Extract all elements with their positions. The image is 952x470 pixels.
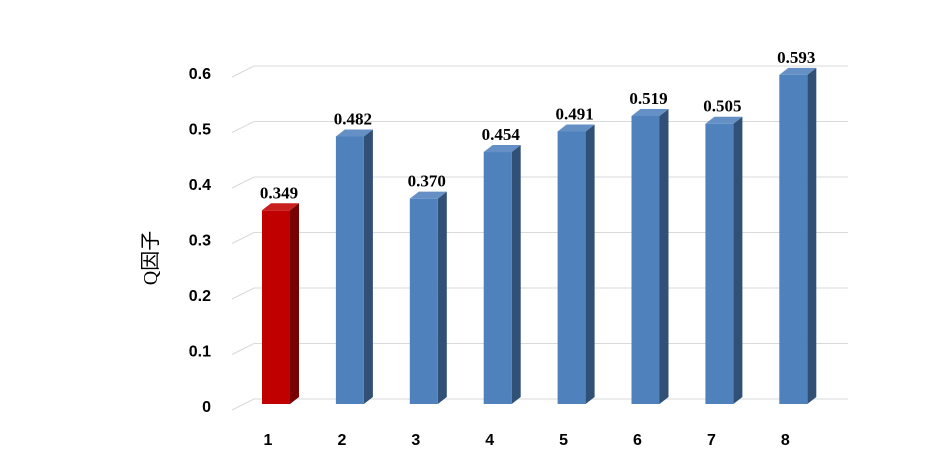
data-label: 0.454 — [482, 125, 521, 144]
bar-front-face — [409, 198, 438, 404]
data-label: 0.370 — [408, 172, 446, 191]
bar-front-face — [262, 210, 290, 404]
x-axis-ticks: 1 2 3 4 5 6 7 8 — [264, 432, 790, 449]
bars — [262, 67, 817, 405]
bar-side-face — [363, 129, 373, 405]
bar-side-face — [807, 67, 817, 404]
gridline — [231, 176, 848, 189]
data-labels: 0.349 0.482 0.370 0.454 0.491 0.519 0.505 0.593 — [260, 48, 816, 202]
x-tick-label: 8 — [781, 432, 790, 449]
y-tick-label: 0.6 — [189, 66, 211, 83]
bar — [262, 203, 299, 404]
bar-front-face — [483, 152, 512, 404]
x-tick-label: 7 — [707, 432, 716, 449]
bar-front-face — [631, 115, 660, 404]
bar-side-face — [585, 124, 595, 405]
bar-top-face — [631, 108, 669, 116]
y-axis-title: Q因子 — [140, 231, 162, 285]
x-tick-label: 1 — [264, 432, 273, 449]
bar — [335, 129, 373, 405]
gridline — [231, 343, 848, 355]
bar — [631, 108, 669, 404]
data-label: 0.519 — [629, 89, 667, 108]
gridline — [231, 398, 848, 411]
gridline — [231, 121, 848, 133]
bar-side-face — [733, 116, 743, 404]
y-tick-label: 0.5 — [189, 122, 211, 139]
bar-front-face — [779, 74, 808, 404]
gridline — [231, 65, 848, 78]
bar-side-face — [290, 203, 299, 404]
bar-top-face — [557, 124, 595, 132]
data-label: 0.505 — [703, 97, 741, 116]
gridlines — [231, 65, 848, 411]
y-tick-label: 0.4 — [189, 177, 211, 194]
y-axis-ticks: 0 0.1 0.2 0.3 0.4 0.5 0.6 — [189, 66, 211, 416]
bar-side-face — [511, 145, 521, 404]
bar — [557, 124, 595, 405]
bar-front-face — [705, 123, 734, 404]
x-tick-label: 6 — [633, 432, 642, 449]
bar-top-face — [483, 145, 521, 153]
x-tick-label: 4 — [485, 432, 494, 449]
x-tick-label: 5 — [559, 432, 568, 449]
gridline — [231, 287, 848, 300]
data-label: 0.349 — [260, 183, 298, 202]
bar — [409, 191, 447, 404]
gridline — [231, 232, 848, 244]
y-tick-label: 0.3 — [189, 233, 211, 250]
bar-top-face — [779, 67, 817, 75]
y-tick-label: 0.2 — [189, 288, 211, 305]
bar-side-face — [659, 108, 669, 404]
y-tick-label: 0.1 — [189, 344, 211, 361]
bar — [483, 145, 521, 404]
bar — [705, 116, 743, 404]
y-tick-label: 0 — [202, 399, 211, 416]
bar-top-face — [409, 191, 447, 199]
data-label: 0.491 — [555, 104, 593, 123]
data-label: 0.593 — [777, 48, 815, 67]
bar-top-face — [705, 116, 743, 124]
bar-front-face — [557, 131, 586, 404]
bar-front-face — [335, 136, 364, 405]
bar — [779, 67, 817, 404]
x-tick-label: 3 — [411, 432, 420, 449]
bar-top-face — [262, 203, 299, 211]
bar-top-face — [335, 129, 373, 137]
bar-side-face — [437, 191, 447, 404]
data-label: 0.482 — [334, 109, 372, 128]
x-tick-label: 2 — [337, 432, 346, 449]
